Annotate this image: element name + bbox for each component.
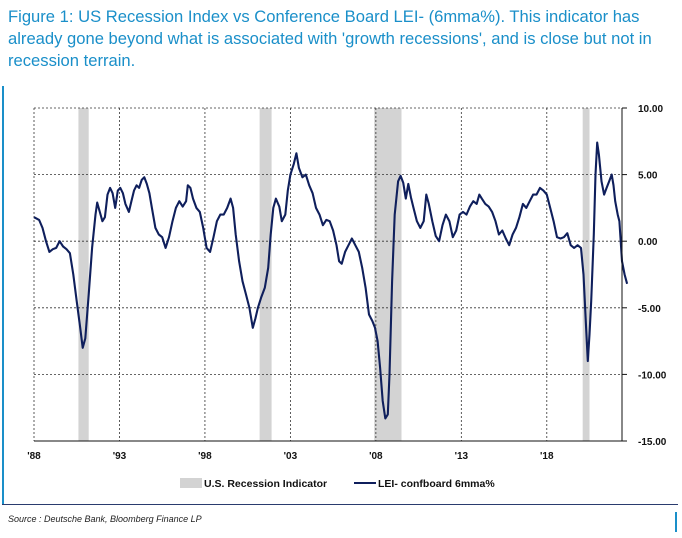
source-note: Source : Deutsche Bank, Bloomberg Financ… xyxy=(8,514,202,524)
recession-band-3 xyxy=(582,108,590,441)
series-line xyxy=(33,141,629,420)
y-tick-label: 10.00 xyxy=(638,104,663,115)
recession-band-0 xyxy=(78,108,89,441)
y-tick-label: -15.00 xyxy=(638,437,667,448)
grid xyxy=(33,107,622,441)
y-tick-label: 0.00 xyxy=(638,237,658,248)
lei-series xyxy=(33,141,629,420)
legend-line-label: LEI- confboard 6mma% xyxy=(378,478,495,490)
recession-band-1 xyxy=(259,108,272,441)
recession-bands xyxy=(78,108,590,441)
frame-left-border xyxy=(2,86,4,504)
x-tick-label: '03 xyxy=(284,451,298,462)
figure-title: Figure 1: US Recession Index vs Conferen… xyxy=(8,7,652,70)
x-tick-label: '93 xyxy=(113,451,127,462)
legend: U.S. Recession Indicator LEI- confboard … xyxy=(180,478,495,490)
x-tick-labels: '88 '93 '98 '03 '08 '13 '18 xyxy=(27,451,554,462)
y-tick-label: 5.00 xyxy=(638,171,658,182)
x-tick-label: '08 xyxy=(369,451,383,462)
x-tick-label: '88 xyxy=(27,451,41,462)
frame-right-border xyxy=(675,512,677,532)
recession-band-2 xyxy=(374,108,402,441)
x-tick-label: '98 xyxy=(198,451,212,462)
y-tick-labels: 10.00 5.00 0.00 -5.00 -10.00 -15.00 xyxy=(638,104,667,448)
x-tick-label: '18 xyxy=(540,451,554,462)
legend-recession-label: U.S. Recession Indicator xyxy=(204,478,327,490)
y-tick-label: -10.00 xyxy=(638,370,667,381)
footer-divider xyxy=(2,504,678,505)
axes xyxy=(34,107,627,442)
y-tick-label: -5.00 xyxy=(638,304,661,315)
legend-recession-swatch xyxy=(180,478,202,488)
x-tick-label: '13 xyxy=(455,451,469,462)
